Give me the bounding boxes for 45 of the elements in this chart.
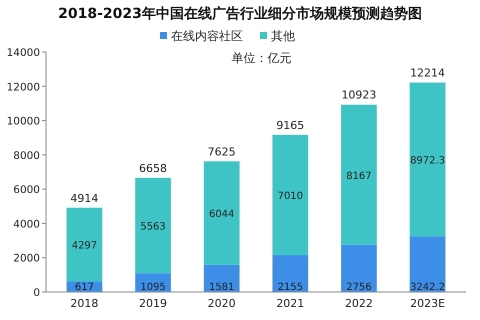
x-tick-label: 2022: [344, 297, 373, 310]
y-tick-label: 2000: [13, 252, 40, 265]
total-label: 7625: [208, 145, 236, 158]
data-label: 1095: [140, 282, 166, 293]
legend-label: 其他: [271, 29, 295, 43]
bar: [341, 244, 377, 292]
data-label: 7010: [278, 190, 304, 202]
bar: [66, 208, 102, 282]
y-tick-label: 8000: [13, 150, 40, 162]
bar: [410, 236, 446, 292]
bar: [341, 104, 377, 245]
data-label: 5563: [140, 222, 166, 233]
y-tick-label: 12000: [6, 81, 40, 94]
y-tick-label: 14000: [6, 47, 40, 59]
bar: [272, 134, 308, 256]
x-tick-label: 2023E: [410, 297, 446, 310]
data-label: 6044: [208, 209, 234, 220]
x-tick-label: 2020: [208, 297, 236, 310]
y-tick-label: 0: [33, 287, 40, 299]
bar: [410, 82, 446, 236]
bar: [135, 178, 171, 274]
data-label: 617: [74, 282, 94, 293]
data-label: 8972.3: [410, 156, 446, 167]
data-label: 2155: [278, 282, 304, 293]
x-tick-label: 2021: [276, 297, 304, 310]
y-tick-label: 6000: [13, 184, 40, 196]
bar: [272, 255, 308, 292]
total-label: 4914: [70, 192, 98, 205]
total-label: 12214: [410, 66, 446, 80]
total-label: 6658: [139, 162, 168, 175]
data-label: 3242.2: [410, 282, 446, 293]
chart-title: 2018-2023年中国在线广告行业细分市场规模预测趋势图: [58, 5, 422, 22]
data-label: 2756: [346, 282, 372, 293]
y-tick-label: 4000: [13, 218, 40, 230]
bar: [204, 161, 240, 265]
legend-label: 在线内容社区: [171, 29, 243, 43]
total-label: 9165: [276, 118, 304, 132]
data-label: 4297: [72, 240, 98, 252]
x-tick-label: 2019: [139, 297, 168, 310]
annotation: 单位：亿元: [232, 51, 292, 65]
x-tick-label: 2018: [70, 297, 98, 310]
data-label: 1581: [208, 282, 234, 293]
y-tick-label: 10000: [6, 116, 40, 128]
data-label: 8167: [346, 170, 372, 182]
total-label: 10923: [341, 88, 376, 102]
